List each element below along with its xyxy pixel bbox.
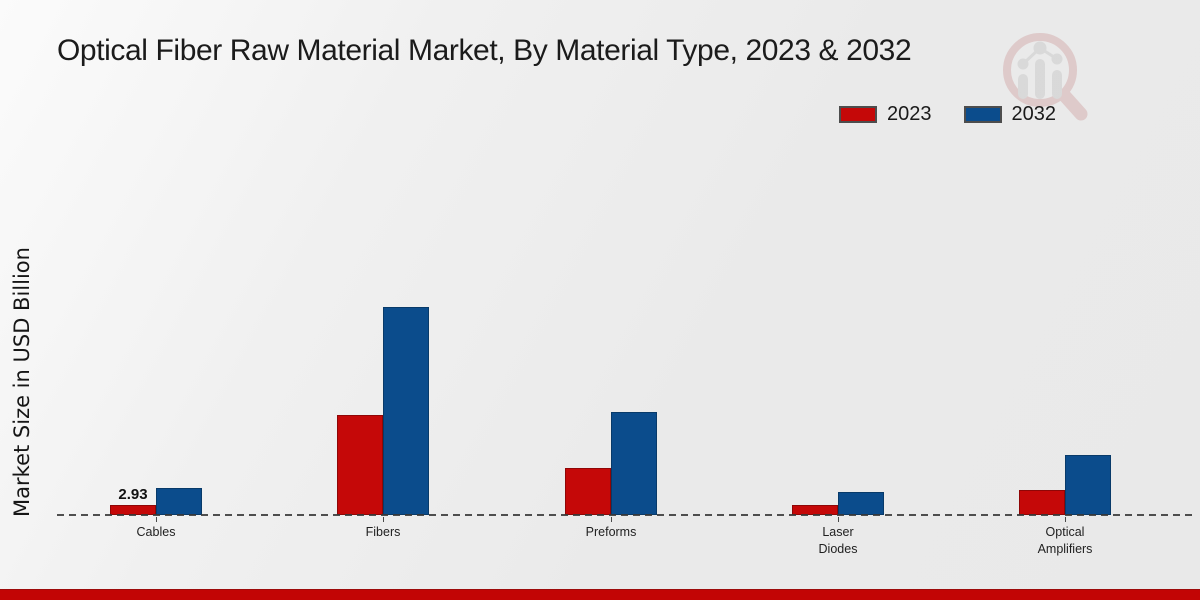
- category-label-optical-amplifiers: Optical Amplifiers: [1037, 525, 1093, 556]
- tick-laser-diodes: [838, 517, 839, 522]
- y-axis-label: Market Size in USD Billion: [10, 247, 34, 517]
- footer-accent-bar: [0, 589, 1200, 600]
- bar-2023-fibers: [337, 415, 383, 515]
- bar-2023-preforms: [565, 468, 611, 515]
- bar-2023-cables: [110, 505, 156, 515]
- category-label-laser-diodes: Laser Diodes: [818, 525, 858, 556]
- tick-preforms: [611, 517, 612, 522]
- legend-item-2023: 2023: [839, 103, 932, 126]
- bar-2023-optical-amplifiers: [1019, 490, 1065, 515]
- legend-item-2032: 2032: [963, 103, 1057, 126]
- category-label-cables: Cables: [136, 525, 176, 539]
- legend: 2023 2032: [839, 103, 1056, 126]
- tick-fibers: [383, 517, 384, 522]
- category-label-preforms: Preforms: [585, 525, 637, 539]
- legend-label-2032: 2032: [1011, 103, 1057, 125]
- chart-title: Optical Fiber Raw Material Market, By Ma…: [57, 34, 912, 67]
- legend-label-2023: 2023: [887, 103, 932, 125]
- bar-2032-preforms: [611, 412, 657, 515]
- bar-2032-laser-diodes: [838, 492, 884, 515]
- bar-2032-cables: [156, 488, 202, 515]
- tick-optical-amplifiers: [1065, 517, 1066, 522]
- magnifier-bar-chart-logo-icon: [1003, 33, 1088, 121]
- tick-cables: [156, 517, 157, 522]
- bar-data-label-cables-2023: 2.93: [118, 486, 148, 503]
- legend-swatch-2023: [839, 106, 877, 123]
- bar-2023-laser-diodes: [792, 505, 838, 515]
- legend-swatch-2032: [963, 106, 1002, 123]
- bar-2032-fibers: [383, 307, 429, 515]
- category-label-fibers: Fibers: [365, 525, 401, 539]
- bar-2032-optical-amplifiers: [1065, 455, 1111, 515]
